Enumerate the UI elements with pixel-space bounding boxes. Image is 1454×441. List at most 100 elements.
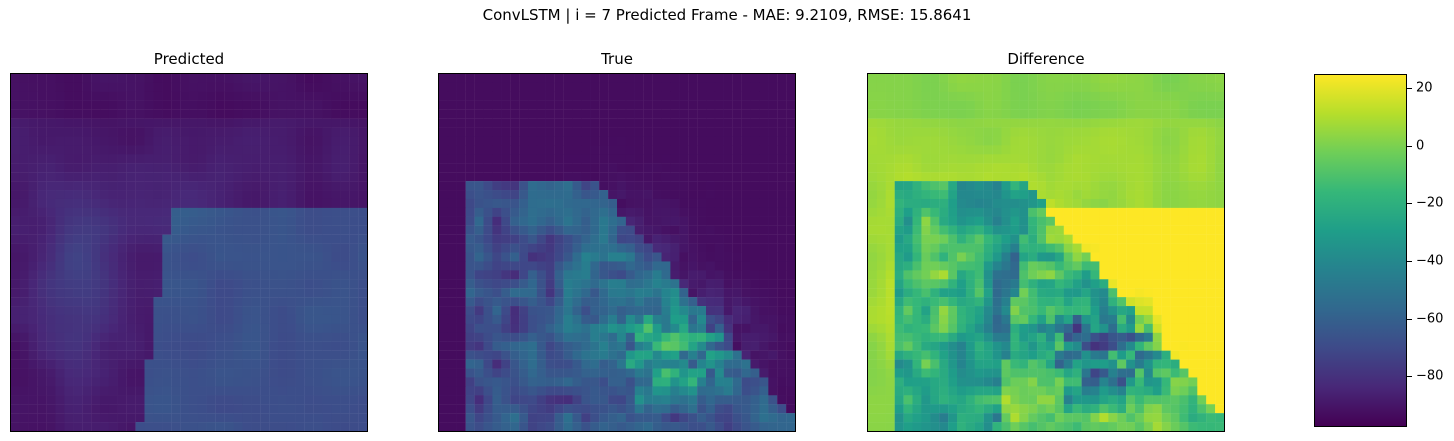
difference-cell (1135, 386, 1144, 395)
predicted-cell (109, 270, 118, 279)
true-cell (573, 306, 582, 315)
difference-cell (877, 369, 886, 378)
difference-cell (1064, 181, 1073, 190)
true-cell (777, 172, 786, 181)
predicted-cell (234, 235, 243, 244)
difference-cell (1055, 306, 1064, 315)
difference-cell (1162, 83, 1171, 92)
difference-cell (1064, 128, 1073, 137)
true-cell (662, 297, 671, 306)
true-cell (751, 261, 760, 270)
difference-cell (1019, 369, 1028, 378)
true-cell (653, 261, 662, 270)
predicted-cell (118, 360, 127, 369)
predicted-cell (118, 288, 127, 297)
difference-cell (1153, 190, 1162, 199)
difference-cell (886, 333, 895, 342)
predicted-cell (29, 244, 38, 253)
predicted-cell (358, 74, 367, 83)
difference-cell (886, 244, 895, 253)
difference-cell (1002, 333, 1011, 342)
predicted-cell (278, 395, 287, 404)
difference-cell (1153, 333, 1162, 342)
true-cell (510, 172, 519, 181)
true-cell (439, 163, 448, 172)
difference-cell (1002, 208, 1011, 217)
true-cell (670, 136, 679, 145)
true-cell (715, 333, 724, 342)
difference-cell (1002, 360, 1011, 369)
predicted-cell (296, 413, 305, 422)
true-cell (546, 342, 555, 351)
predicted-cell (109, 404, 118, 413)
difference-cell (1082, 369, 1091, 378)
difference-cell (913, 136, 922, 145)
true-cell (457, 92, 466, 101)
difference-cell (948, 244, 957, 253)
predicted-cell (180, 92, 189, 101)
predicted-cell (145, 386, 154, 395)
predicted-cell (349, 360, 358, 369)
difference-cell (939, 128, 948, 137)
difference-cell (1206, 244, 1215, 253)
difference-cell (1091, 261, 1100, 270)
true-cell (733, 226, 742, 235)
difference-cell (1055, 351, 1064, 360)
predicted-cell (269, 377, 278, 386)
true-heatmap-panel (438, 73, 796, 432)
true-cell (715, 413, 724, 422)
predicted-cell (20, 404, 29, 413)
difference-cell (948, 395, 957, 404)
difference-cell (1010, 190, 1019, 199)
difference-cell (1206, 190, 1215, 199)
predicted-cell (349, 377, 358, 386)
difference-cell (1002, 253, 1011, 262)
true-cell (644, 369, 653, 378)
predicted-cell (189, 92, 198, 101)
difference-cell (1010, 324, 1019, 333)
true-cell (715, 422, 724, 431)
true-cell (733, 342, 742, 351)
predicted-cell (109, 342, 118, 351)
difference-cell (1188, 377, 1197, 386)
predicted-cell (82, 119, 91, 128)
true-cell (617, 261, 626, 270)
difference-cell (1073, 217, 1082, 226)
difference-cell (868, 235, 877, 244)
difference-cell (1206, 110, 1215, 119)
true-cell (697, 342, 706, 351)
predicted-cell (29, 190, 38, 199)
true-cell (626, 83, 635, 92)
difference-cell (957, 145, 966, 154)
true-cell (724, 369, 733, 378)
true-cell (439, 413, 448, 422)
predicted-cell (189, 386, 198, 395)
predicted-cell (207, 413, 216, 422)
difference-cell (1188, 110, 1197, 119)
difference-cell (1135, 190, 1144, 199)
true-cell (484, 217, 493, 226)
predicted-cell (11, 244, 20, 253)
difference-cell (1153, 217, 1162, 226)
difference-cell (1135, 288, 1144, 297)
difference-cell (1002, 163, 1011, 172)
predicted-cell (56, 351, 65, 360)
difference-cell (904, 163, 913, 172)
true-cell (466, 136, 475, 145)
true-cell (742, 386, 751, 395)
predicted-cell (136, 324, 145, 333)
true-cell (617, 181, 626, 190)
true-cell (697, 154, 706, 163)
predicted-cell (296, 422, 305, 431)
true-cell (777, 315, 786, 324)
predicted-cell (189, 297, 198, 306)
predicted-cell (216, 288, 225, 297)
predicted-cell (29, 119, 38, 128)
difference-cell (948, 92, 957, 101)
predicted-cell (73, 377, 82, 386)
true-cell (519, 279, 528, 288)
difference-cell (984, 351, 993, 360)
difference-cell (975, 136, 984, 145)
difference-cell (1117, 395, 1126, 404)
predicted-cell (153, 413, 162, 422)
